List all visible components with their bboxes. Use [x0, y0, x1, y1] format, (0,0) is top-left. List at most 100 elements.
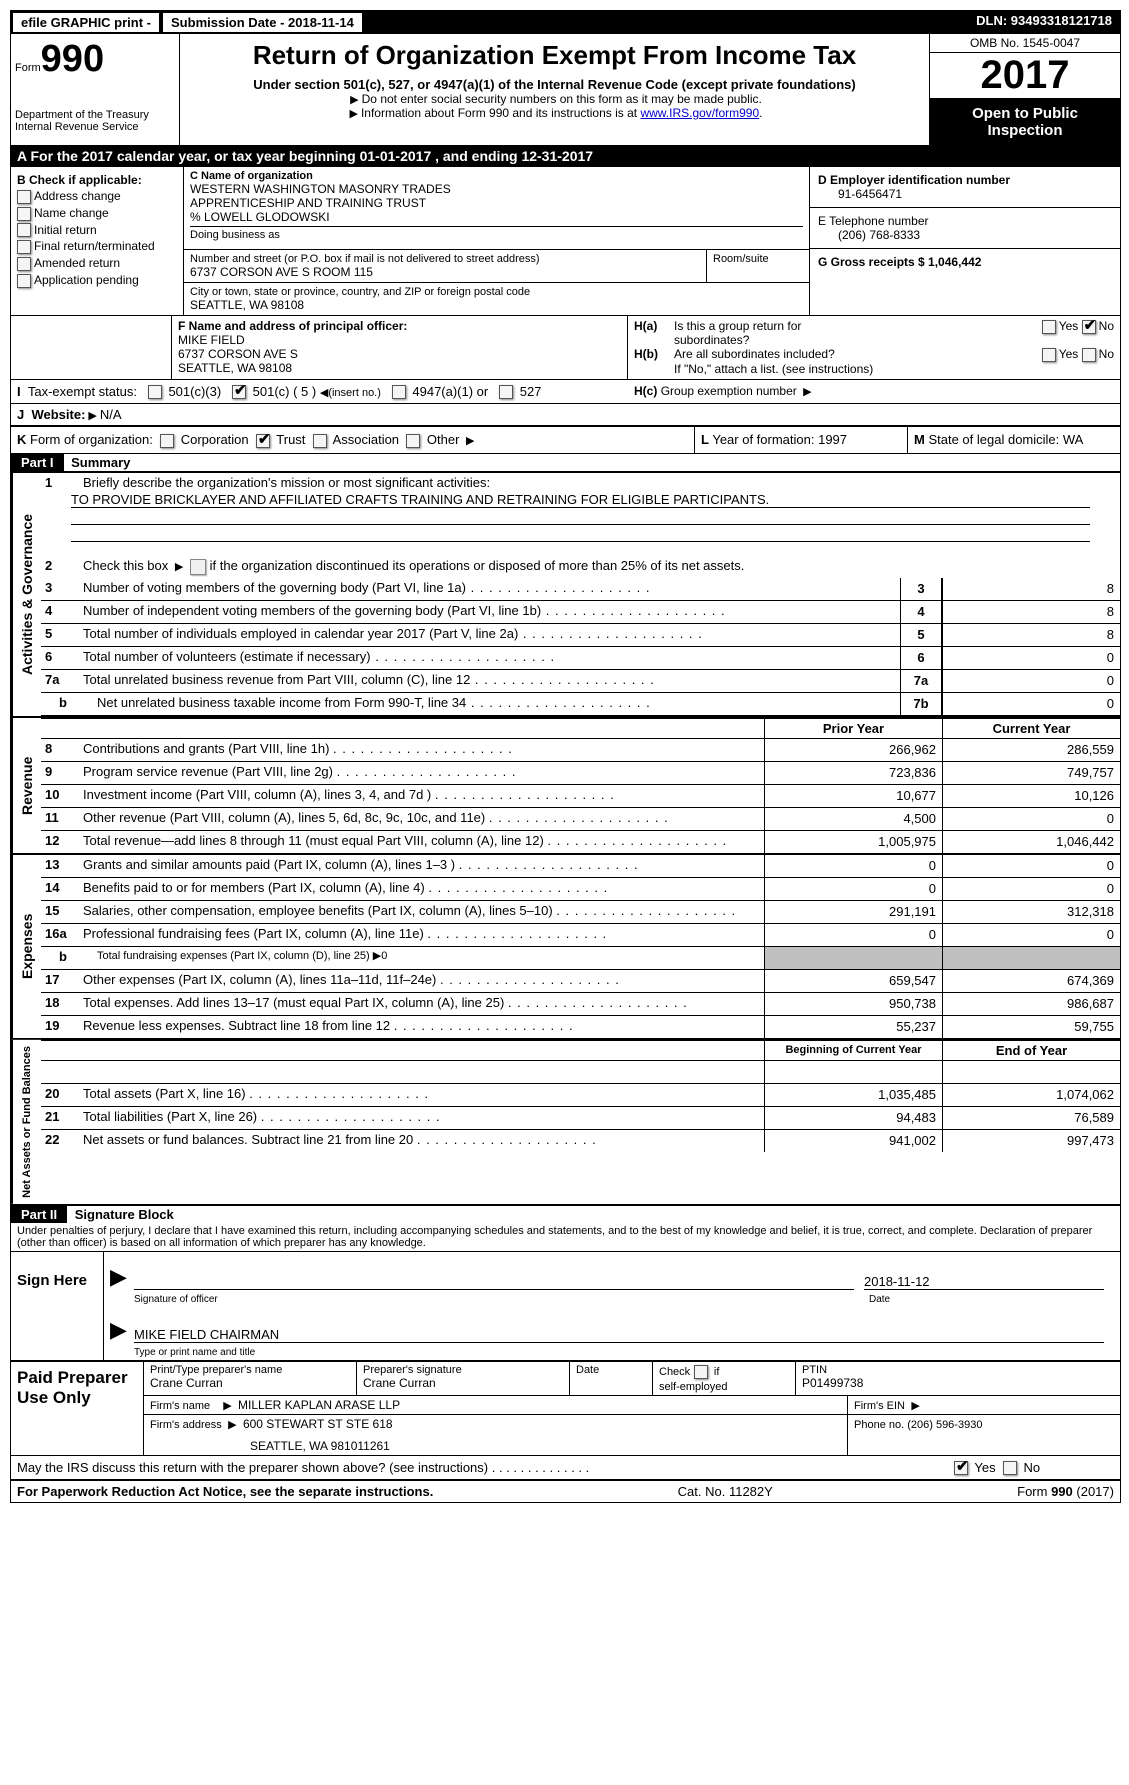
- amended-return-checkbox[interactable]: [17, 257, 31, 271]
- line-num: 10: [41, 785, 79, 807]
- line-num: 8: [41, 739, 79, 761]
- website-row: J Website: N/A: [11, 403, 1120, 425]
- corp-label: Corporation: [181, 432, 249, 447]
- final-return-checkbox[interactable]: [17, 240, 31, 254]
- yes-label: Yes: [974, 1460, 995, 1475]
- line-box-num: 7b: [900, 693, 942, 715]
- form-subtitle: Under section 501(c), 527, or 4947(a)(1)…: [186, 77, 923, 92]
- line-value: 8: [942, 624, 1120, 646]
- trust-checkbox[interactable]: [256, 434, 270, 448]
- table-row: 17 Other expenses (Part IX, column (A), …: [41, 970, 1120, 993]
- line-desc: Total revenue—add lines 8 through 11 (mu…: [79, 831, 764, 853]
- line-num: b: [41, 947, 93, 969]
- line-desc: Total assets (Part X, line 16): [79, 1084, 764, 1106]
- line-value: 8: [942, 601, 1120, 623]
- discuss-row: May the IRS discuss this return with the…: [11, 1455, 1120, 1480]
- line-desc: Number of voting members of the governin…: [79, 578, 900, 600]
- hc-label: H(c): [634, 384, 657, 398]
- preparer-block: Paid Preparer Use Only Print/Type prepar…: [11, 1360, 1120, 1455]
- discontinued-checkbox[interactable]: [190, 559, 206, 575]
- irs-label: Internal Revenue Service: [15, 121, 175, 133]
- tax-exempt-label: Tax-exempt status:: [28, 384, 137, 399]
- 4947-checkbox[interactable]: [392, 385, 406, 399]
- self-emp-label: self-employed: [659, 1381, 727, 1393]
- revenue-tab: Revenue: [11, 718, 41, 853]
- footer-row: For Paperwork Reduction Act Notice, see …: [11, 1479, 1120, 1502]
- firm-addr1: 600 STEWART ST STE 618: [243, 1417, 393, 1431]
- corp-checkbox[interactable]: [160, 434, 174, 448]
- arrow-icon: [220, 1398, 234, 1412]
- line-desc: Professional fundraising fees (Part IX, …: [79, 924, 764, 946]
- footer-center: Cat. No. 11282Y: [678, 1484, 773, 1499]
- org-name-1: WESTERN WASHINGTON MASONRY TRADES: [190, 182, 803, 196]
- line-2-num: 2: [41, 556, 79, 578]
- line-box-num: 5: [900, 624, 942, 646]
- officer-addr2: SEATTLE, WA 98108: [178, 361, 621, 375]
- hb-yes-checkbox[interactable]: [1042, 348, 1056, 362]
- table-row: 11 Other revenue (Part VIII, column (A),…: [41, 808, 1120, 831]
- address-change-checkbox[interactable]: [17, 190, 31, 204]
- m-label: M: [914, 432, 925, 447]
- dept-label: Department of the Treasury: [15, 109, 175, 121]
- assoc-checkbox[interactable]: [313, 434, 327, 448]
- self-employed-checkbox[interactable]: [694, 1365, 708, 1379]
- room-label: Room/suite: [713, 253, 803, 265]
- discuss-no-checkbox[interactable]: [1003, 1461, 1017, 1475]
- table-row: 10 Investment income (Part VIII, column …: [41, 785, 1120, 808]
- irs-form990-link[interactable]: www.IRS.gov/form990: [640, 106, 759, 120]
- name-change-checkbox[interactable]: [17, 207, 31, 221]
- ha-yes-checkbox[interactable]: [1042, 320, 1056, 334]
- prep-sig-name: Crane Curran: [363, 1376, 563, 1390]
- arrow-icon: [85, 407, 99, 422]
- street-label: Number and street (or P.O. box if mail i…: [190, 253, 700, 265]
- sig-officer-sublabel: Signature of officer: [134, 1294, 869, 1305]
- line-num: 17: [41, 970, 79, 992]
- governance-section: Activities & Governance 1 Briefly descri…: [11, 471, 1120, 716]
- line-1-desc: Briefly describe the organization's miss…: [79, 473, 1120, 492]
- ssn-note: Do not enter social security numbers on …: [362, 92, 762, 106]
- info-note-prefix: Information about Form 990 and its instr…: [361, 106, 640, 120]
- prior-year-value: [764, 947, 942, 969]
- trust-label: Trust: [276, 432, 305, 447]
- officer-sig-field[interactable]: [134, 1274, 854, 1289]
- discuss-text: May the IRS discuss this return with the…: [17, 1460, 488, 1475]
- top-bar: efile GRAPHIC print - Submission Date - …: [11, 11, 1120, 34]
- current-year-value: 286,559: [942, 739, 1120, 761]
- 501c-checkbox[interactable]: [232, 385, 246, 399]
- table-row: 19 Revenue less expenses. Subtract line …: [41, 1016, 1120, 1038]
- ha-no-checkbox[interactable]: [1082, 320, 1096, 334]
- net-assets-section: Net Assets or Fund Balances Beginning of…: [11, 1038, 1120, 1204]
- table-row: 7a Total unrelated business revenue from…: [41, 670, 1120, 693]
- line-desc: Total liabilities (Part X, line 26): [79, 1107, 764, 1129]
- hb-note: If "No," attach a list. (see instruction…: [634, 362, 1114, 376]
- prep-print-name: Crane Curran: [150, 1376, 350, 1390]
- line-box-num: 6: [900, 647, 942, 669]
- form-title: Return of Organization Exempt From Incom…: [186, 40, 923, 71]
- line-box-num: 4: [900, 601, 942, 623]
- initial-return-checkbox[interactable]: [17, 223, 31, 237]
- city-label: City or town, state or province, country…: [190, 286, 803, 298]
- 501c-label: 501(c) ( 5 ): [253, 384, 317, 399]
- line-num: 19: [41, 1016, 79, 1038]
- dots: . . . . . . . . . . . . . .: [492, 1460, 590, 1475]
- part2-label: Part II: [11, 1206, 67, 1223]
- table-row: 18 Total expenses. Add lines 13–17 (must…: [41, 993, 1120, 1016]
- arrow-icon: [225, 1417, 239, 1431]
- hb-no-checkbox[interactable]: [1082, 348, 1096, 362]
- discuss-yes-checkbox[interactable]: [954, 1461, 968, 1475]
- application-pending-checkbox[interactable]: [17, 274, 31, 288]
- table-row: 16a Professional fundraising fees (Part …: [41, 924, 1120, 947]
- 527-checkbox[interactable]: [499, 385, 513, 399]
- current-year-value: 0: [942, 855, 1120, 877]
- table-row: 9 Program service revenue (Part VIII, li…: [41, 762, 1120, 785]
- part1-title: Summary: [67, 455, 130, 470]
- website-value: N/A: [100, 407, 122, 422]
- line-box-num: 3: [900, 578, 942, 600]
- current-year-value: [942, 947, 1120, 969]
- table-row: 20 Total assets (Part X, line 16) 1,035,…: [41, 1084, 1120, 1107]
- line-num: 5: [41, 624, 79, 646]
- other-checkbox[interactable]: [406, 434, 420, 448]
- current-year-value: 76,589: [942, 1107, 1120, 1129]
- 501c3-checkbox[interactable]: [148, 385, 162, 399]
- amended-return-label: Amended return: [34, 256, 120, 270]
